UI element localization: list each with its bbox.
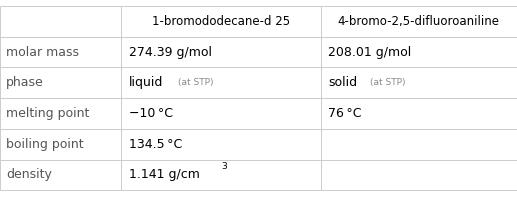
Text: 1-bromododecane-d 25: 1-bromododecane-d 25: [152, 15, 290, 28]
Text: density: density: [6, 168, 52, 181]
Text: molar mass: molar mass: [6, 46, 79, 59]
Text: phase: phase: [6, 76, 44, 89]
Text: (at STP): (at STP): [370, 78, 405, 87]
Text: 3: 3: [222, 162, 227, 171]
Text: 274.39 g/mol: 274.39 g/mol: [129, 46, 212, 59]
Text: 208.01 g/mol: 208.01 g/mol: [328, 46, 412, 59]
Text: melting point: melting point: [6, 107, 89, 120]
Text: 1.141 g/cm: 1.141 g/cm: [129, 168, 200, 181]
Text: liquid: liquid: [129, 76, 163, 89]
Text: 4-bromo-2,5-difluoroaniline: 4-bromo-2,5-difluoroaniline: [338, 15, 500, 28]
Text: 134.5 °C: 134.5 °C: [129, 138, 183, 151]
Text: 76 °C: 76 °C: [328, 107, 362, 120]
Text: boiling point: boiling point: [6, 138, 84, 151]
Text: solid: solid: [328, 76, 357, 89]
Text: −10 °C: −10 °C: [129, 107, 173, 120]
Text: (at STP): (at STP): [178, 78, 213, 87]
